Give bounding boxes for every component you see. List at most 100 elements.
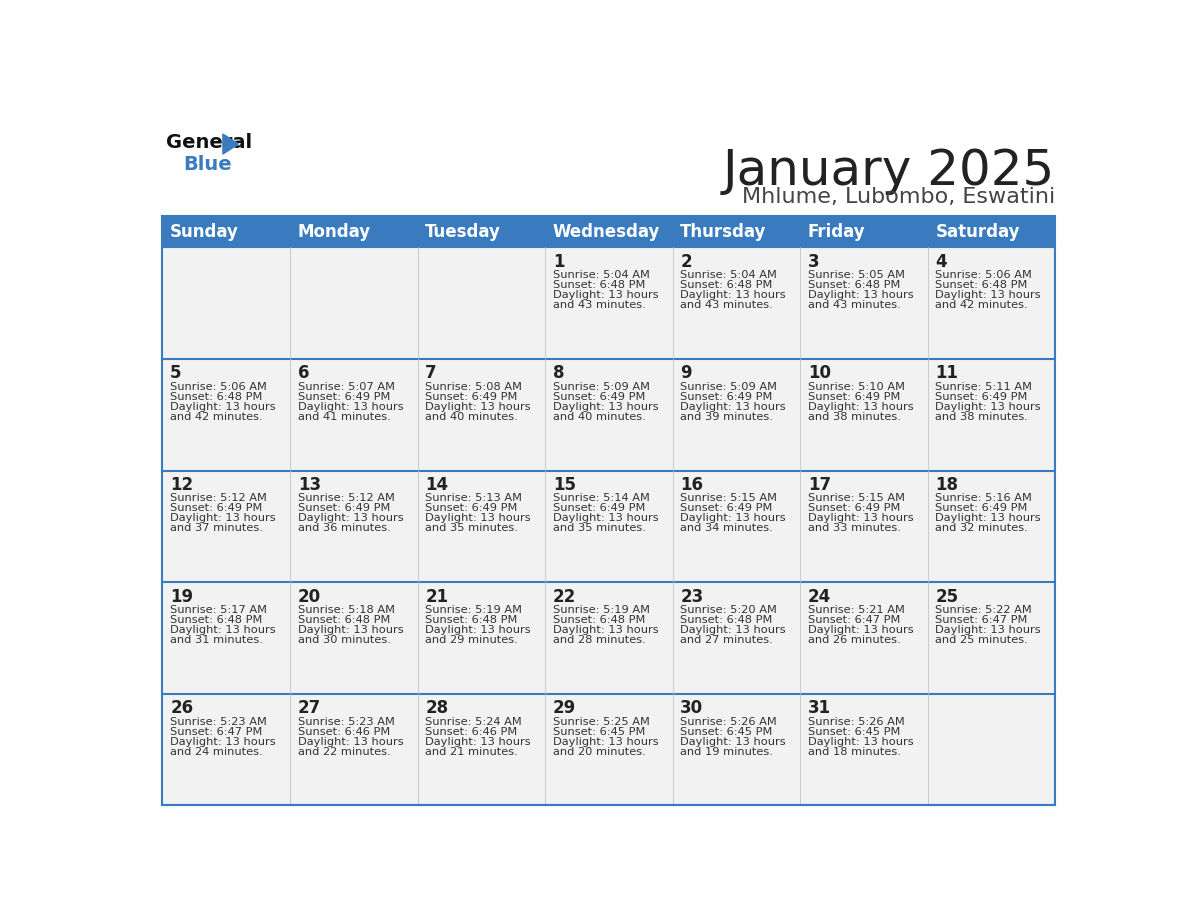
Text: Sunrise: 5:06 AM: Sunrise: 5:06 AM	[935, 270, 1032, 280]
Text: and 40 minutes.: and 40 minutes.	[425, 411, 518, 421]
Bar	[163, 247, 1055, 359]
Text: 4: 4	[935, 252, 947, 271]
Text: Sunrise: 5:11 AM: Sunrise: 5:11 AM	[935, 382, 1032, 392]
Text: Sunset: 6:48 PM: Sunset: 6:48 PM	[552, 280, 645, 290]
Text: 6: 6	[298, 364, 309, 382]
Text: Sunset: 6:49 PM: Sunset: 6:49 PM	[808, 503, 901, 513]
Text: and 38 minutes.: and 38 minutes.	[935, 411, 1029, 421]
Text: Sunrise: 5:07 AM: Sunrise: 5:07 AM	[298, 382, 394, 392]
Bar	[163, 217, 1055, 247]
Text: Daylight: 13 hours: Daylight: 13 hours	[935, 290, 1041, 300]
Text: Sunrise: 5:26 AM: Sunrise: 5:26 AM	[681, 717, 777, 726]
Text: Sunrise: 5:15 AM: Sunrise: 5:15 AM	[681, 493, 777, 503]
Text: Daylight: 13 hours: Daylight: 13 hours	[808, 625, 914, 635]
Text: Sunset: 6:47 PM: Sunset: 6:47 PM	[808, 615, 901, 625]
Text: 22: 22	[552, 588, 576, 606]
Text: Sunrise: 5:12 AM: Sunrise: 5:12 AM	[298, 493, 394, 503]
Text: Monday: Monday	[298, 223, 371, 241]
Text: Sunset: 6:48 PM: Sunset: 6:48 PM	[935, 280, 1028, 290]
Text: and 33 minutes.: and 33 minutes.	[808, 523, 901, 533]
Text: 7: 7	[425, 364, 437, 382]
Text: Daylight: 13 hours: Daylight: 13 hours	[935, 625, 1041, 635]
Text: 1: 1	[552, 252, 564, 271]
Text: Sunset: 6:46 PM: Sunset: 6:46 PM	[425, 726, 518, 736]
Text: Blue: Blue	[183, 155, 232, 174]
Text: Daylight: 13 hours: Daylight: 13 hours	[170, 401, 276, 411]
Text: and 43 minutes.: and 43 minutes.	[552, 300, 645, 310]
Text: and 34 minutes.: and 34 minutes.	[681, 523, 773, 533]
Text: Sunrise: 5:26 AM: Sunrise: 5:26 AM	[808, 717, 905, 726]
Text: Sunrise: 5:06 AM: Sunrise: 5:06 AM	[170, 382, 267, 392]
Text: Daylight: 13 hours: Daylight: 13 hours	[808, 401, 914, 411]
Text: Sunset: 6:48 PM: Sunset: 6:48 PM	[298, 615, 390, 625]
Text: and 19 minutes.: and 19 minutes.	[681, 746, 773, 756]
Text: Sunset: 6:49 PM: Sunset: 6:49 PM	[425, 503, 518, 513]
Text: Sunset: 6:48 PM: Sunset: 6:48 PM	[808, 280, 901, 290]
Text: and 30 minutes.: and 30 minutes.	[298, 635, 391, 645]
Text: Sunrise: 5:23 AM: Sunrise: 5:23 AM	[170, 717, 267, 726]
Text: Daylight: 13 hours: Daylight: 13 hours	[552, 625, 658, 635]
Text: Sunset: 6:49 PM: Sunset: 6:49 PM	[935, 392, 1028, 401]
Text: Daylight: 13 hours: Daylight: 13 hours	[298, 513, 404, 523]
Text: 9: 9	[681, 364, 691, 382]
Text: Sunset: 6:49 PM: Sunset: 6:49 PM	[170, 503, 263, 513]
Polygon shape	[223, 134, 239, 154]
Text: Sunset: 6:49 PM: Sunset: 6:49 PM	[298, 392, 390, 401]
Text: Daylight: 13 hours: Daylight: 13 hours	[298, 401, 404, 411]
Text: and 21 minutes.: and 21 minutes.	[425, 746, 518, 756]
Text: 12: 12	[170, 476, 194, 494]
Text: Sunset: 6:49 PM: Sunset: 6:49 PM	[552, 503, 645, 513]
Text: Sunset: 6:49 PM: Sunset: 6:49 PM	[425, 392, 518, 401]
Bar	[163, 359, 1055, 471]
Text: Sunset: 6:45 PM: Sunset: 6:45 PM	[808, 726, 901, 736]
Text: 16: 16	[681, 476, 703, 494]
Text: Daylight: 13 hours: Daylight: 13 hours	[298, 625, 404, 635]
Text: and 36 minutes.: and 36 minutes.	[298, 523, 391, 533]
Text: Daylight: 13 hours: Daylight: 13 hours	[681, 401, 786, 411]
Bar	[163, 217, 1055, 805]
Text: Daylight: 13 hours: Daylight: 13 hours	[808, 736, 914, 746]
Text: and 42 minutes.: and 42 minutes.	[935, 300, 1028, 310]
Bar	[163, 471, 1055, 582]
Text: Sunset: 6:48 PM: Sunset: 6:48 PM	[170, 392, 263, 401]
Text: 26: 26	[170, 700, 194, 717]
Text: Sunset: 6:48 PM: Sunset: 6:48 PM	[170, 615, 263, 625]
Text: Sunrise: 5:15 AM: Sunrise: 5:15 AM	[808, 493, 905, 503]
Text: Wednesday: Wednesday	[552, 223, 661, 241]
Text: Sunset: 6:49 PM: Sunset: 6:49 PM	[808, 392, 901, 401]
Text: Sunday: Sunday	[170, 223, 239, 241]
Text: Thursday: Thursday	[681, 223, 766, 241]
Text: Daylight: 13 hours: Daylight: 13 hours	[935, 513, 1041, 523]
Text: Daylight: 13 hours: Daylight: 13 hours	[298, 736, 404, 746]
Text: 11: 11	[935, 364, 959, 382]
Text: Sunrise: 5:13 AM: Sunrise: 5:13 AM	[425, 493, 523, 503]
Text: Sunset: 6:49 PM: Sunset: 6:49 PM	[935, 503, 1028, 513]
Text: Sunset: 6:45 PM: Sunset: 6:45 PM	[681, 726, 772, 736]
Text: and 22 minutes.: and 22 minutes.	[298, 746, 391, 756]
Text: and 20 minutes.: and 20 minutes.	[552, 746, 645, 756]
Text: 30: 30	[681, 700, 703, 717]
Text: 24: 24	[808, 588, 832, 606]
Text: 13: 13	[298, 476, 321, 494]
Text: 23: 23	[681, 588, 703, 606]
Text: and 25 minutes.: and 25 minutes.	[935, 635, 1028, 645]
Text: Sunset: 6:47 PM: Sunset: 6:47 PM	[935, 615, 1028, 625]
Text: 17: 17	[808, 476, 832, 494]
Text: 27: 27	[298, 700, 321, 717]
Text: Daylight: 13 hours: Daylight: 13 hours	[425, 625, 531, 635]
Text: and 40 minutes.: and 40 minutes.	[552, 411, 645, 421]
Text: Sunrise: 5:19 AM: Sunrise: 5:19 AM	[425, 605, 523, 615]
Text: and 35 minutes.: and 35 minutes.	[552, 523, 646, 533]
Text: Sunrise: 5:25 AM: Sunrise: 5:25 AM	[552, 717, 650, 726]
Text: Sunset: 6:48 PM: Sunset: 6:48 PM	[681, 615, 772, 625]
Text: Daylight: 13 hours: Daylight: 13 hours	[552, 736, 658, 746]
Text: Friday: Friday	[808, 223, 866, 241]
Text: Sunset: 6:46 PM: Sunset: 6:46 PM	[298, 726, 390, 736]
Text: Daylight: 13 hours: Daylight: 13 hours	[425, 401, 531, 411]
Text: Sunrise: 5:23 AM: Sunrise: 5:23 AM	[298, 717, 394, 726]
Text: and 43 minutes.: and 43 minutes.	[808, 300, 901, 310]
Text: Daylight: 13 hours: Daylight: 13 hours	[552, 513, 658, 523]
Text: 25: 25	[935, 588, 959, 606]
Text: and 37 minutes.: and 37 minutes.	[170, 523, 263, 533]
Text: Mhlume, Lubombo, Eswatini: Mhlume, Lubombo, Eswatini	[742, 187, 1055, 207]
